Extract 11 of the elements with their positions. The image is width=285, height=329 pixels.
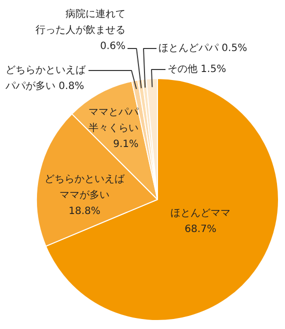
data-label: 0.6% <box>100 41 126 52</box>
slice-label: どちらかといえばパパが多い 0.8% <box>4 65 86 92</box>
slice-label: その他 1.5% <box>168 63 226 75</box>
data-label: 68.7% <box>184 224 216 235</box>
slice-label: 病院に連れて行った人が飲ませる <box>36 8 126 36</box>
slice-label: どちらかといえばママが多い <box>44 174 126 201</box>
slice-label: ほとんどパパ 0.5% <box>158 43 248 54</box>
data-label: 18.8% <box>68 206 100 217</box>
slice-label: ママとパパ半々くらい <box>88 107 140 134</box>
slice-label: ほとんどママ <box>170 208 230 219</box>
data-label: 9.1% <box>113 139 138 150</box>
